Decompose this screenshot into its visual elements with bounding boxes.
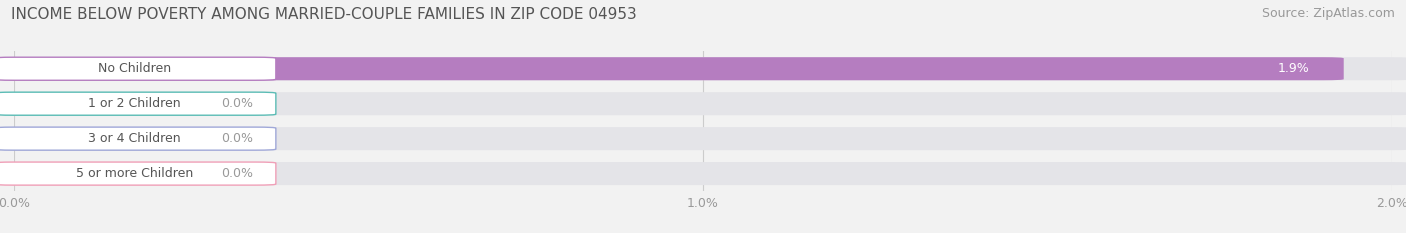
FancyBboxPatch shape bbox=[0, 127, 276, 150]
Text: 0.0%: 0.0% bbox=[221, 97, 253, 110]
Text: 5 or more Children: 5 or more Children bbox=[76, 167, 193, 180]
FancyBboxPatch shape bbox=[0, 57, 276, 80]
FancyBboxPatch shape bbox=[0, 92, 276, 115]
FancyBboxPatch shape bbox=[0, 162, 214, 185]
FancyBboxPatch shape bbox=[0, 57, 1406, 80]
Text: 1.9%: 1.9% bbox=[1278, 62, 1309, 75]
FancyBboxPatch shape bbox=[0, 127, 214, 150]
FancyBboxPatch shape bbox=[0, 57, 1344, 80]
Text: INCOME BELOW POVERTY AMONG MARRIED-COUPLE FAMILIES IN ZIP CODE 04953: INCOME BELOW POVERTY AMONG MARRIED-COUPL… bbox=[11, 7, 637, 22]
Text: 0.0%: 0.0% bbox=[221, 132, 253, 145]
Text: No Children: No Children bbox=[98, 62, 172, 75]
FancyBboxPatch shape bbox=[0, 162, 1406, 185]
Text: Source: ZipAtlas.com: Source: ZipAtlas.com bbox=[1261, 7, 1395, 20]
Text: 0.0%: 0.0% bbox=[221, 167, 253, 180]
FancyBboxPatch shape bbox=[0, 92, 214, 115]
FancyBboxPatch shape bbox=[0, 127, 1406, 150]
Text: 3 or 4 Children: 3 or 4 Children bbox=[89, 132, 181, 145]
FancyBboxPatch shape bbox=[0, 92, 1406, 115]
Text: 1 or 2 Children: 1 or 2 Children bbox=[89, 97, 181, 110]
FancyBboxPatch shape bbox=[0, 162, 276, 185]
